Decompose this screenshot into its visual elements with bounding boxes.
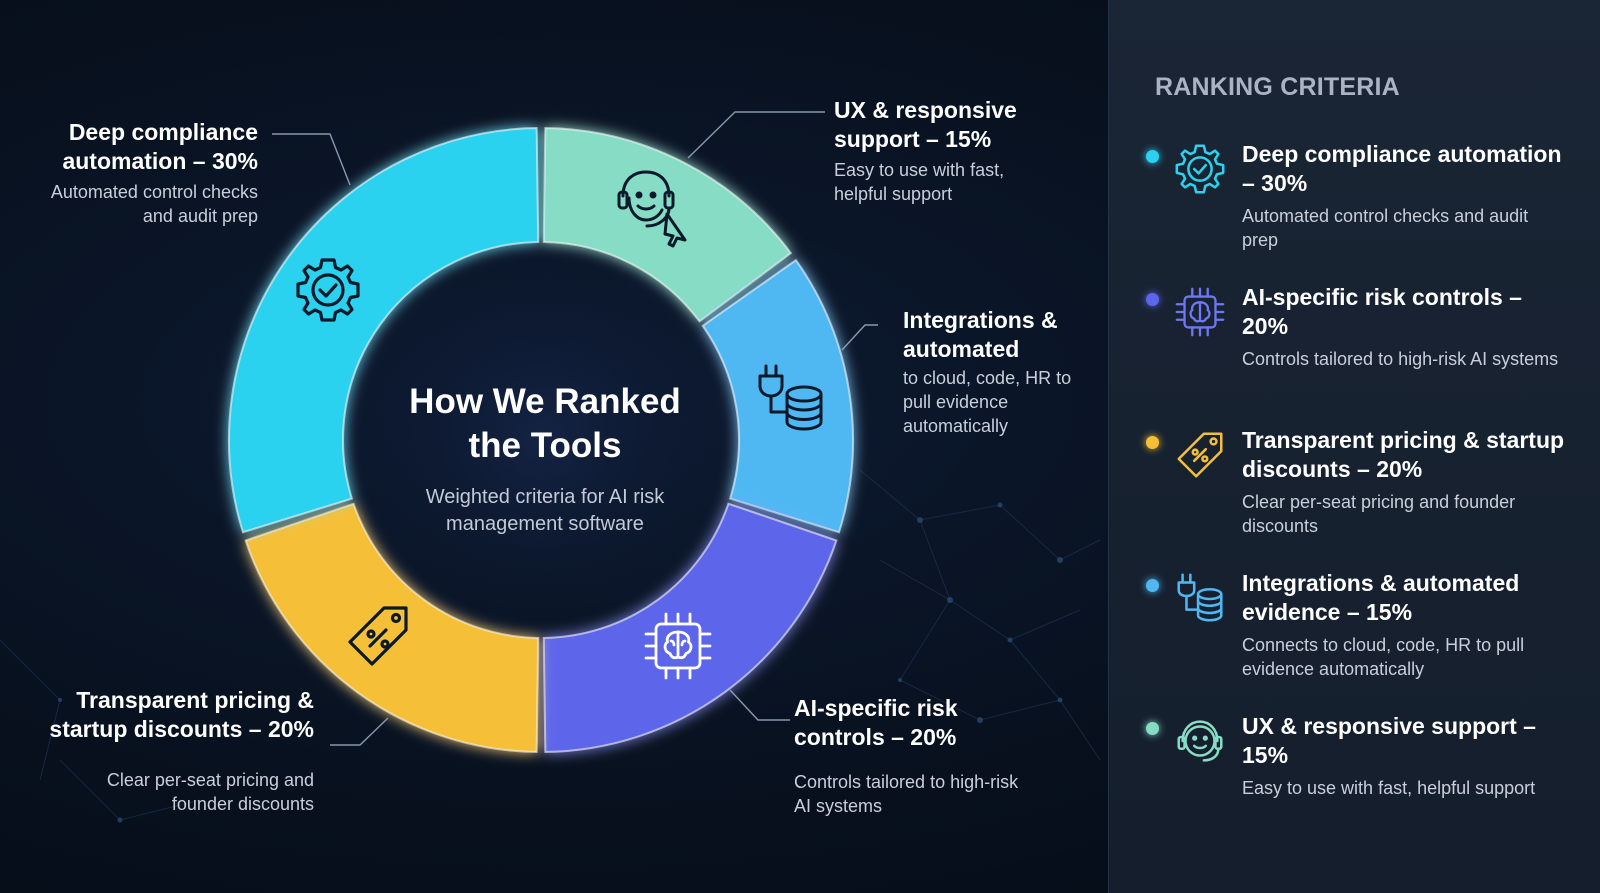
gear-check-icon — [296, 258, 360, 322]
criteria-title: AI-specific risk controls – 20% — [1242, 284, 1522, 339]
chart-title: How We Ranked the Tools — [409, 382, 681, 465]
label-compliance-title: Deep compliance automation – 30% — [62, 119, 258, 174]
headset-cursor-icon — [617, 170, 687, 248]
label-compliance-desc: Automated control checks and audit prep — [50, 182, 258, 226]
ai-chip-brain-icon — [644, 612, 712, 680]
label-pricing-title: Transparent pricing & startup discounts … — [49, 687, 314, 742]
callout-line-ai-risk — [729, 689, 790, 721]
criteria-dot — [1146, 579, 1159, 592]
label-pricing-desc: Clear per-seat pricing and founder disco… — [106, 770, 314, 814]
headset-icon — [1177, 720, 1223, 762]
slice-ai-risk — [542, 502, 838, 753]
criteria-dot — [1146, 293, 1159, 306]
chart-subtitle: Weighted criteria for AI risk management… — [425, 486, 665, 535]
criteria-title: UX & responsive support – 15% — [1242, 713, 1536, 768]
criteria-desc: Automated control checks and audit prep — [1242, 206, 1529, 250]
criteria-title: Transparent pricing & startup discounts … — [1242, 427, 1565, 482]
label-integrations-desc: to cloud, code, HR to pull evidence auto… — [903, 368, 1072, 436]
criteria-desc: Connects to cloud, code, HR to pull evid… — [1242, 635, 1525, 679]
slice-compliance — [228, 127, 540, 534]
criteria-dot — [1146, 150, 1159, 163]
label-ux-title: UX & responsive support – 15% — [834, 97, 1017, 152]
callout-line-pricing — [330, 717, 389, 746]
callout-line-integrations — [841, 324, 878, 351]
panel-title: RANKING CRITERIA — [1155, 73, 1400, 101]
slice-integrations — [701, 258, 854, 534]
price-tag-percent-icon — [1177, 432, 1223, 478]
callout-line-compliance — [272, 133, 351, 186]
plug-database-icon — [758, 364, 823, 431]
criteria-item-integrations: Integrations & automated evidence – 15% … — [1140, 569, 1580, 699]
criteria-item-compliance: Deep compliance automation – 30% Automat… — [1140, 140, 1580, 270]
criteria-desc: Clear per-seat pricing and founder disco… — [1242, 492, 1516, 536]
label-ai-risk-desc: Controls tailored to high-risk AI system… — [794, 772, 1019, 816]
criteria-desc: Easy to use with fast, helpful support — [1242, 778, 1536, 798]
criteria-dot — [1146, 722, 1159, 735]
gear-check-icon — [1175, 144, 1225, 194]
criteria-item-ux: UX & responsive support – 15% Easy to us… — [1140, 712, 1580, 842]
plug-database-icon — [1177, 573, 1223, 622]
criteria-title: Deep compliance automation – 30% — [1242, 141, 1562, 196]
label-ai-risk-title: AI-specific risk controls – 20% — [794, 695, 958, 750]
price-tag-percent-icon — [348, 606, 408, 666]
ai-chip-brain-icon — [1175, 287, 1225, 337]
donut-chart — [228, 111, 878, 753]
label-integrations-title: Integrations & automated — [903, 307, 1058, 362]
slice-pricing — [244, 502, 540, 753]
criteria-title: Integrations & automated evidence – 15% — [1242, 570, 1520, 625]
callout-line-ux — [687, 111, 825, 159]
criteria-dot — [1146, 436, 1159, 449]
criteria-item-pricing: Transparent pricing & startup discounts … — [1140, 426, 1580, 556]
criteria-desc: Controls tailored to high-risk AI system… — [1242, 349, 1559, 369]
criteria-item-ai-risk: AI-specific risk controls – 20% Controls… — [1140, 283, 1580, 413]
label-ux-desc: Easy to use with fast, helpful support — [834, 160, 1005, 204]
